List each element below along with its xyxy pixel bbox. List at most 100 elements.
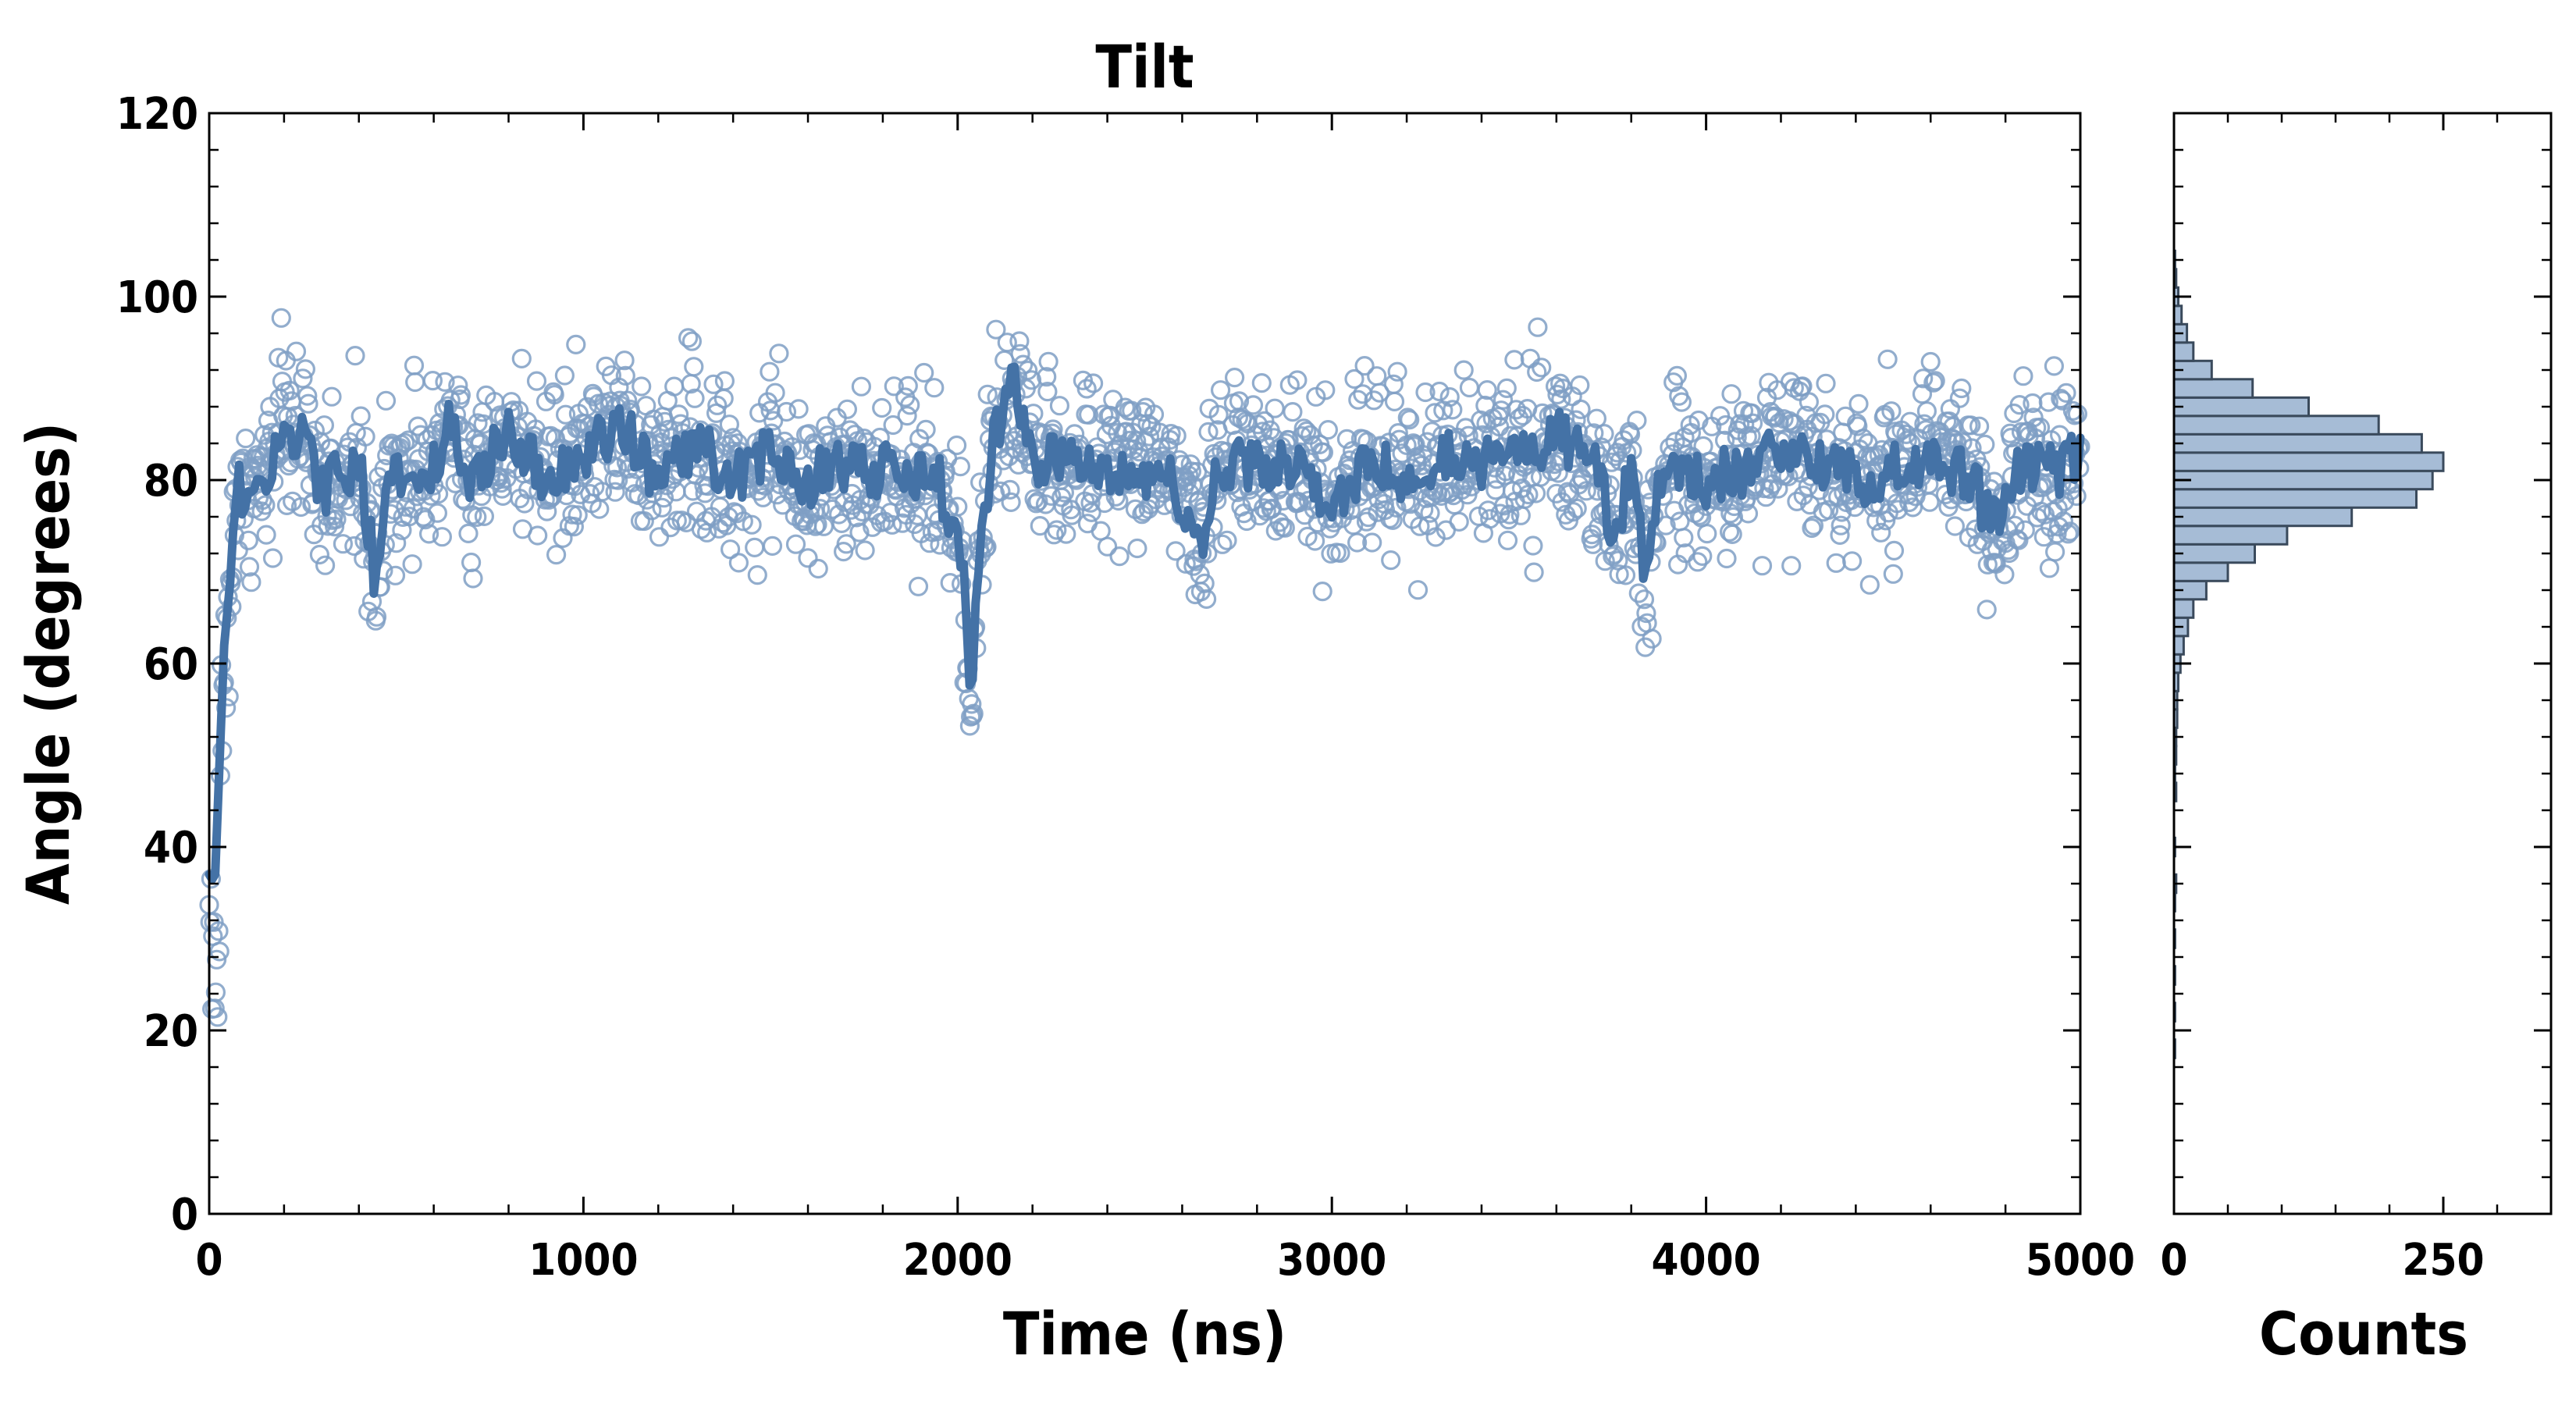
scatter-point <box>1275 518 1295 538</box>
scatter-point <box>1883 564 1903 584</box>
scatter-point <box>1208 404 1229 425</box>
scatter-point <box>1830 525 1850 546</box>
scatter-point <box>1859 575 1880 595</box>
scatter-point <box>290 496 311 518</box>
x-tick-label: 4000 <box>1651 1235 1760 1286</box>
scatter-point <box>1166 425 1187 446</box>
scatter-point <box>608 470 628 490</box>
running-average-line <box>205 362 2085 884</box>
scatter-point <box>1081 502 1101 523</box>
scatter-point <box>350 406 371 426</box>
scatter-point <box>615 365 635 386</box>
histogram-bar <box>2172 561 2229 582</box>
scatter-point <box>1038 351 1059 372</box>
scatter-point <box>514 493 535 514</box>
histogram-plot: 0 250 Counts <box>2160 112 2553 1368</box>
y-tick-label: 20 <box>144 1006 198 1057</box>
main-scatter-plot: Tilt 0 1000 2000 3000 4000 5000 0 20 40 60 80 100 12… <box>13 32 2135 1368</box>
scatter-point <box>1899 492 1920 513</box>
y-tick-label: 0 <box>171 1190 198 1240</box>
scatter-point <box>728 553 749 573</box>
scatter-point <box>1826 553 1846 573</box>
scatter-point <box>997 333 1017 353</box>
scatter-point <box>1133 401 1153 422</box>
scatter-point <box>1627 410 1647 431</box>
scatter-point <box>333 534 353 554</box>
histogram-bar <box>2172 506 2354 528</box>
scatter-point <box>614 350 635 371</box>
scatter-point <box>474 506 495 527</box>
scatter-point <box>1781 556 1802 576</box>
scatter-point <box>897 405 917 426</box>
scatter-point <box>1348 390 1368 410</box>
scatter-point <box>986 319 1006 340</box>
scatter-point <box>1877 349 1898 369</box>
scatter-point <box>1181 461 1202 482</box>
scatter-point <box>1576 481 1596 501</box>
scatter-point <box>1493 390 1514 410</box>
scatter-point <box>1453 360 1474 380</box>
scatter-point <box>407 416 428 436</box>
scatter-point <box>467 507 487 528</box>
scatter-point <box>808 558 828 579</box>
scatter-point <box>950 456 971 477</box>
scatter-point <box>855 540 875 560</box>
histogram-bar <box>2172 488 2418 509</box>
scatter-point <box>632 376 652 397</box>
scatter-point <box>450 385 471 405</box>
scatter-point <box>385 565 406 585</box>
scatter-point <box>668 404 689 425</box>
scatter-point <box>528 525 548 546</box>
scatter-point <box>375 390 397 411</box>
scatter-point <box>1407 580 1429 600</box>
scatter-point <box>2013 366 2033 386</box>
scatter-point <box>418 524 439 544</box>
scatter-point <box>1816 373 1836 393</box>
scatter-point <box>1551 389 1571 409</box>
scatter-point <box>2058 524 2078 544</box>
y-tick-label: 40 <box>144 823 198 874</box>
scatter-point <box>1265 398 1285 418</box>
scatter-point <box>696 522 717 543</box>
scatter-point <box>1961 415 1981 436</box>
scatter-point <box>948 496 968 517</box>
scatter-point <box>1001 492 1021 513</box>
scatter-point <box>1848 416 1868 436</box>
x-tick-label: 1000 <box>528 1235 638 1286</box>
scatter-point <box>747 564 767 585</box>
scatter-point <box>432 527 453 547</box>
scatter-point <box>1227 482 1247 503</box>
scatter-point <box>1236 511 1257 532</box>
scatter-point <box>1609 564 1629 585</box>
scatter-point <box>1742 413 1763 433</box>
scatter-point <box>1049 396 1070 416</box>
scatter-point <box>1853 429 1873 449</box>
scatter-point <box>1382 510 1403 531</box>
histogram-bar <box>2172 469 2434 491</box>
scatter-point <box>209 941 229 962</box>
scatter-point <box>1443 400 1463 420</box>
scatter-point <box>1884 540 1905 561</box>
scatter-point <box>236 428 256 449</box>
scatter-point <box>1717 548 1737 569</box>
scatter-point <box>314 415 334 436</box>
scatter-point <box>765 382 785 403</box>
scatter-point <box>1109 546 1130 567</box>
scatter-point <box>2039 558 2059 578</box>
scatter-point <box>703 374 724 394</box>
scatter-point <box>805 516 826 536</box>
scatter-point <box>685 388 705 408</box>
scatter-point <box>1455 418 1476 438</box>
scatter-point <box>959 716 980 736</box>
scatter-point <box>555 404 576 425</box>
scatter-point <box>1194 573 1215 594</box>
scatter-point <box>526 371 547 391</box>
x-tick-label: 3000 <box>1277 1235 1386 1286</box>
scatter-point <box>924 378 945 398</box>
scatter-point <box>2051 389 2071 409</box>
scatter-point <box>345 346 365 366</box>
scatter-point <box>398 430 418 450</box>
scatter-point <box>1514 489 1535 510</box>
x-axis-label: Time (ns) <box>1003 1299 1286 1368</box>
